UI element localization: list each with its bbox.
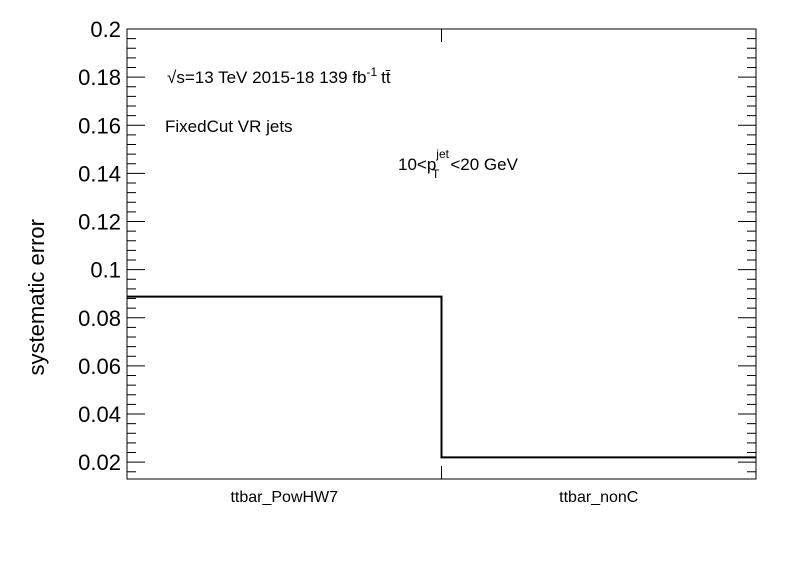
annotation-energy-lumi: √s=13 TeV 2015-18 139 fb-1 tt̄ (167, 65, 391, 87)
annotation-jets: FixedCut VR jets (165, 117, 293, 136)
y-tick-label: 0.08 (78, 306, 121, 331)
energy-text: s=13 TeV 2015-18 139 fb (176, 68, 366, 87)
pt-subscript: T (432, 167, 440, 181)
y-tick-label: 0.04 (78, 402, 121, 427)
ttbar-label: tt̄ (381, 68, 391, 87)
y-tick-label: 0.2 (90, 17, 121, 42)
y-tick-label: 0.1 (90, 258, 121, 283)
histogram-series (127, 295, 756, 459)
sqrt-symbol: √ (167, 68, 177, 87)
y-tick-label: 0.12 (78, 210, 121, 235)
y-tick-label: 0.16 (78, 113, 121, 138)
pt-superscript: jet (435, 147, 449, 161)
y-axis: 0.02 0.04 0.06 0.08 0.1 0.12 0.14 0.16 0.18 0.2 (78, 17, 756, 475)
y-tick-label: 0.14 (78, 161, 121, 186)
y-axis-title: systematic error (24, 219, 49, 375)
lumi-exponent: -1 (367, 65, 378, 79)
y-tick-label: 0.06 (78, 354, 121, 379)
y-tick-label: 0.02 (78, 450, 121, 475)
y-tick-label: 0.18 (78, 65, 121, 90)
pt-suffix: <20 GeV (450, 155, 518, 174)
x-tick-label: ttbar_nonC (559, 489, 638, 506)
annotation-pt-range: 10<pjet T <20 GeV (398, 147, 519, 181)
histogram-line (127, 295, 756, 459)
pt-prefix: 10<p (398, 155, 436, 174)
x-axis: ttbar_PowHW7 ttbar_nonC (230, 29, 638, 506)
x-tick-label: ttbar_PowHW7 (230, 489, 338, 506)
